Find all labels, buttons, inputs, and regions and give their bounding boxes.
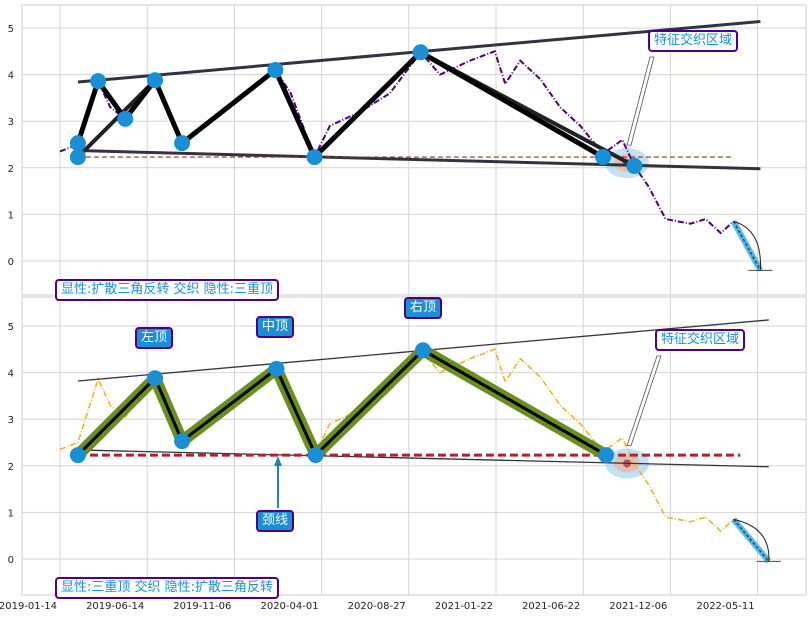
zone-pointer-arrow <box>626 355 662 446</box>
y-tick-label: 0 <box>8 257 14 268</box>
right-top-label: 右顶 <box>404 297 443 319</box>
pivot-marker <box>174 135 191 152</box>
y-tick-label: 4 <box>8 71 14 82</box>
bottom-zone-label: 特征交织区域 <box>655 329 746 351</box>
x-tick-label: 2022-05-11 <box>696 601 754 612</box>
middle-top-label: 中顶 <box>256 316 295 338</box>
pivot-marker <box>147 370 164 387</box>
pivot-marker <box>307 447 324 464</box>
y-tick-label: 1 <box>8 210 14 221</box>
price-series <box>59 348 735 533</box>
top-panel: 0 1 2 3 4 5 <box>8 4 807 296</box>
pivot-marker <box>174 433 191 450</box>
zone-pointer-arrow <box>626 56 655 146</box>
x-tick-label: 2021-01-22 <box>435 601 493 612</box>
left-top-label: 左顶 <box>135 327 174 349</box>
pivot-marker <box>69 135 86 152</box>
y-tick-label: 5 <box>8 322 14 333</box>
projection-line <box>732 518 770 562</box>
x-tick-label: 2020-04-01 <box>260 601 318 612</box>
x-tick-label: 2019-01-14 <box>0 601 57 612</box>
pivot-marker <box>117 110 134 127</box>
pivot-marker <box>69 447 86 464</box>
pivot-marker <box>306 149 323 166</box>
pivot-marker <box>267 61 284 78</box>
pivot-marker <box>412 44 429 61</box>
x-tick-label: 2021-12-06 <box>609 601 667 612</box>
pivot-marker <box>90 73 107 90</box>
neckline-arrowhead <box>274 456 282 466</box>
pivot-marker <box>268 360 285 377</box>
y-tick-label: 2 <box>8 164 14 175</box>
price-series <box>59 49 735 235</box>
lower-trendline <box>77 449 769 468</box>
x-tick-label: 2019-06-14 <box>86 601 144 612</box>
top-pattern-annotation: 显性:扩散三角反转 交织 隐性:三重顶 <box>55 279 280 301</box>
pivot-marker <box>147 72 164 89</box>
lower-trendline <box>77 149 761 171</box>
x-tick-label: 2021-06-22 <box>522 601 580 612</box>
projection-line <box>732 221 762 271</box>
y-tick-label: 5 <box>8 24 14 35</box>
pivot-marker <box>414 342 431 359</box>
y-tick-label: 3 <box>8 117 14 128</box>
bottom-pattern-annotation: 显性:三重顶 交织 隐性:扩散三角反转 <box>55 577 280 599</box>
pivot-marker <box>598 447 615 464</box>
y-tick-label: 0 <box>8 555 14 566</box>
y-tick-label: 1 <box>8 508 14 519</box>
projection-arc <box>733 518 770 562</box>
y-tick-label: 4 <box>8 369 14 380</box>
top-zone-label: 特征交织区域 <box>648 30 739 52</box>
y-tick-label: 3 <box>8 415 14 426</box>
x-tick-label: 2020-08-27 <box>348 601 406 612</box>
neckline-label: 颈线 <box>256 510 295 532</box>
pivot-marker <box>626 157 643 174</box>
pivot-marker <box>595 149 612 166</box>
pivot-marker <box>69 149 86 166</box>
projection-arc <box>733 220 761 271</box>
x-tick-label: 2019-11-06 <box>173 601 231 612</box>
y-tick-label: 2 <box>8 462 14 473</box>
